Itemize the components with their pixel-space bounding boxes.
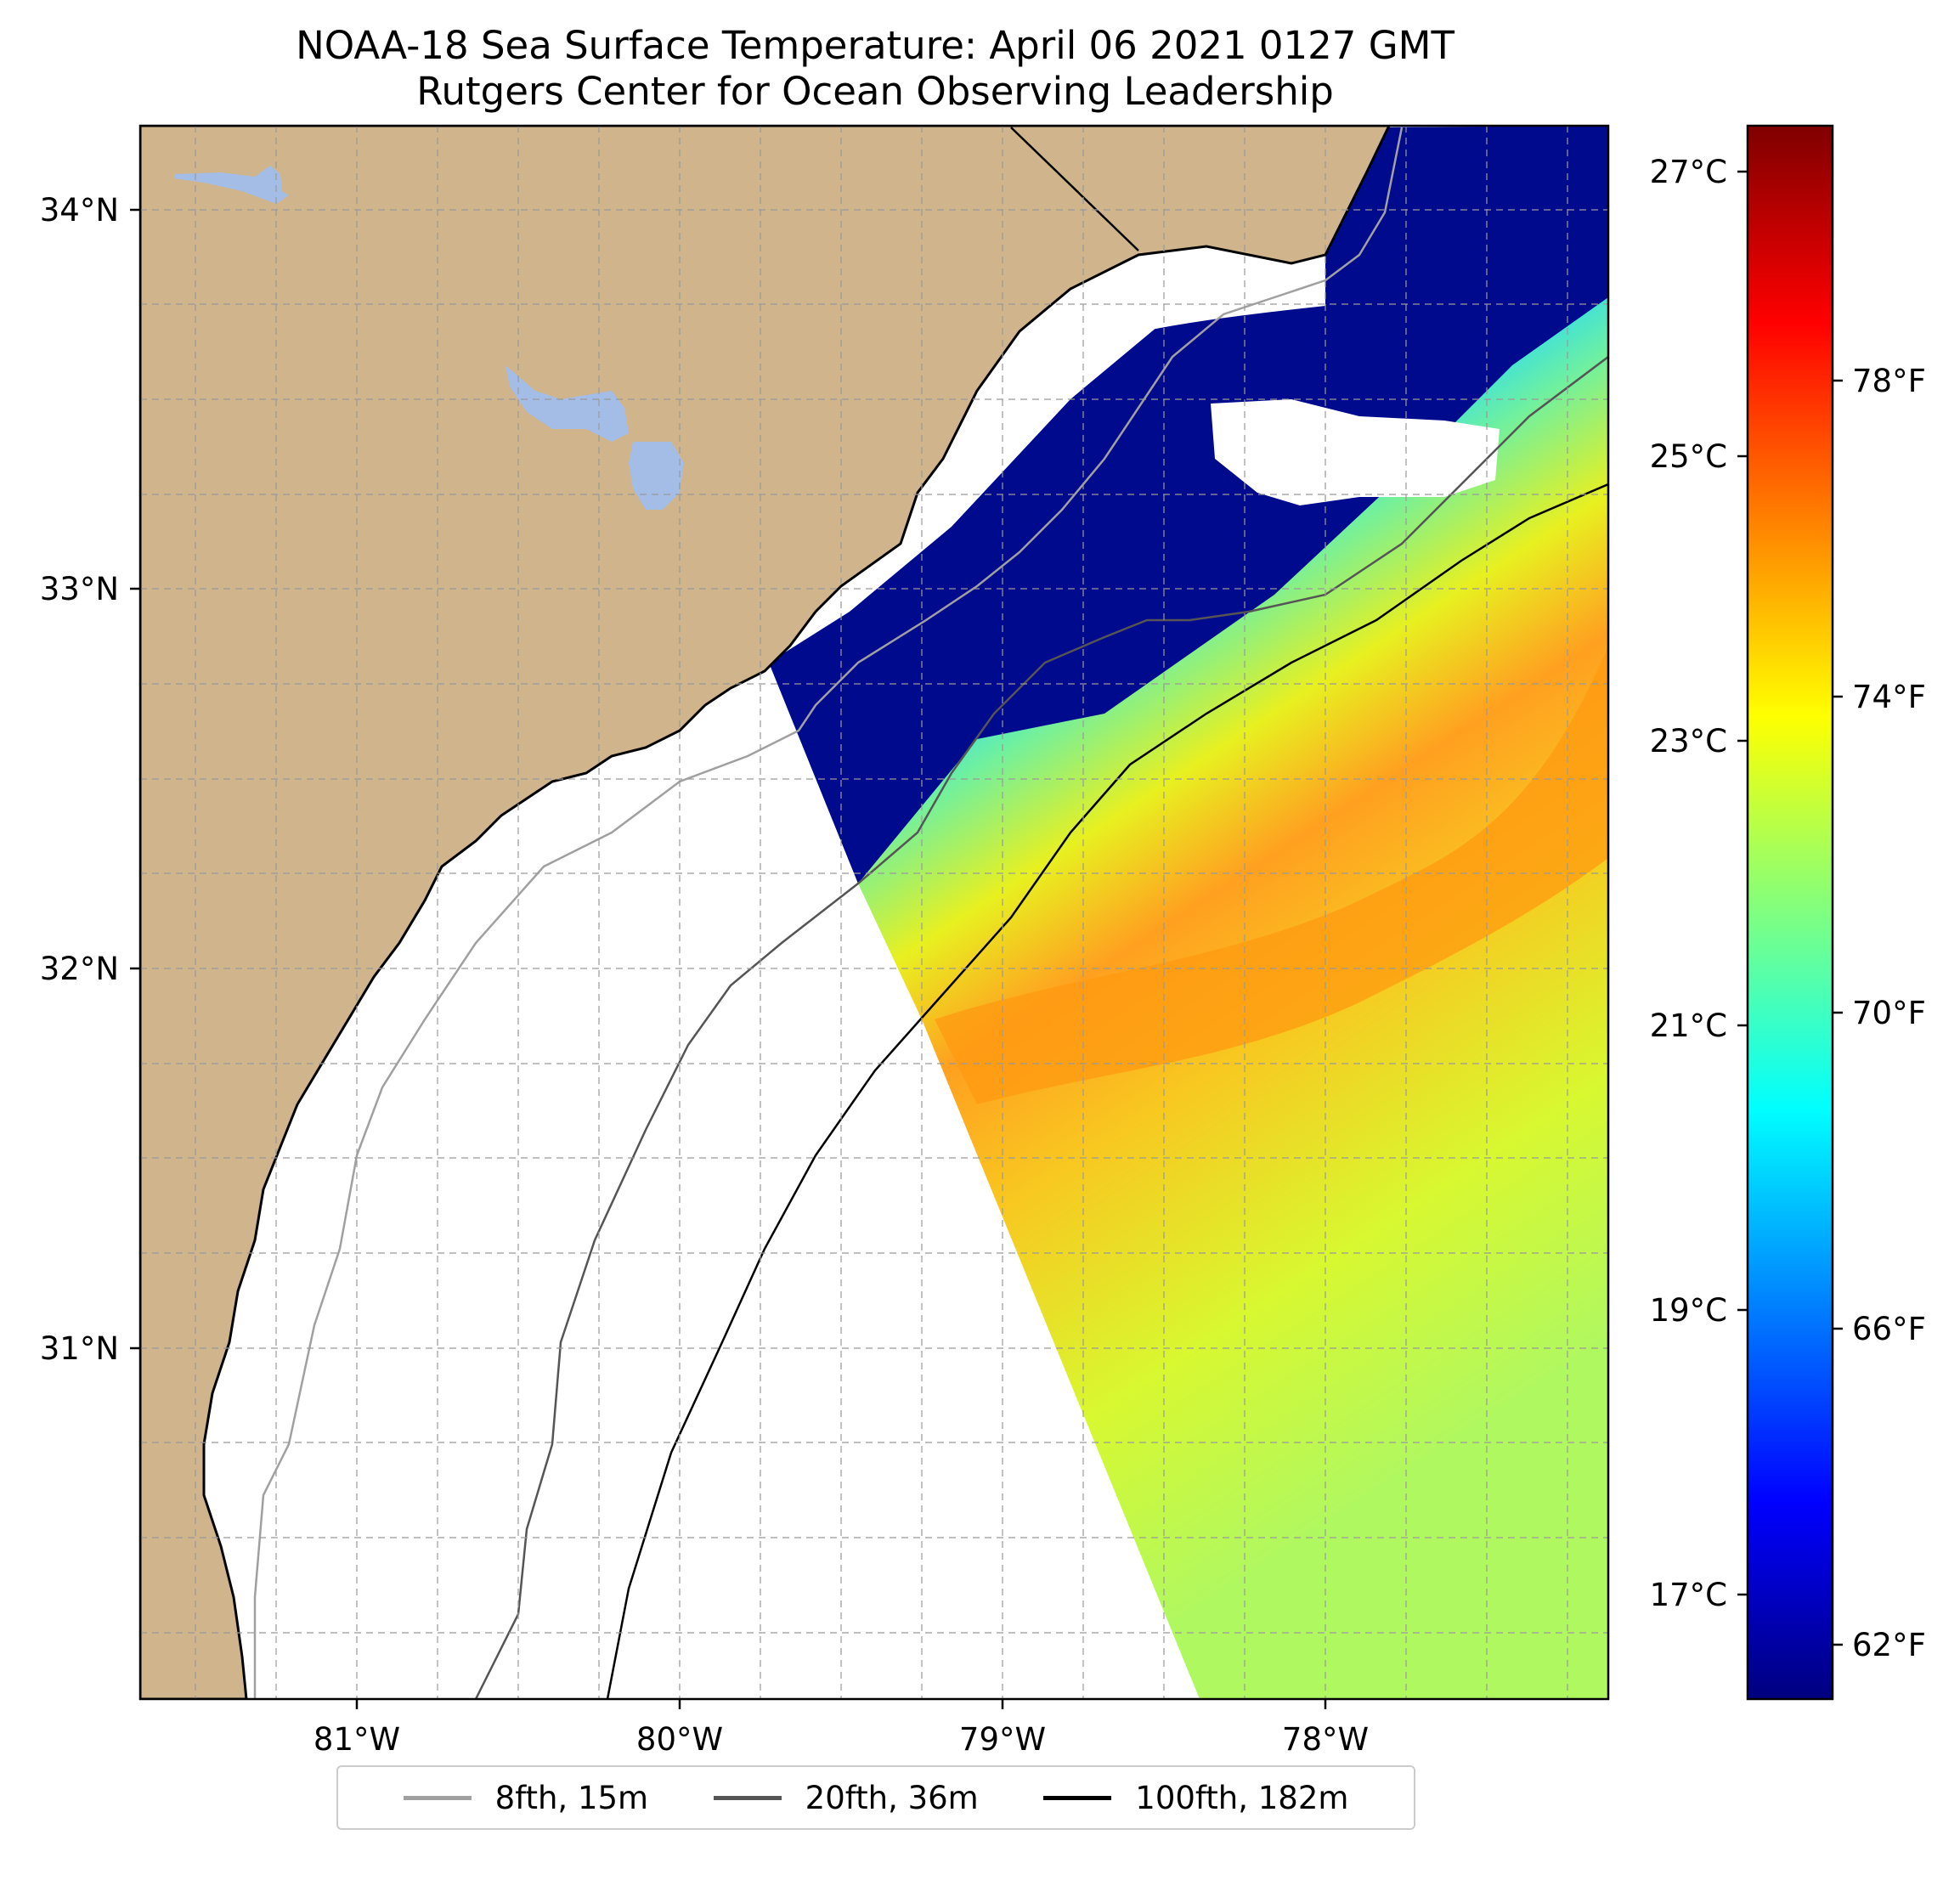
isobath-20fth — [474, 356, 1608, 1699]
lake-marion — [506, 365, 629, 442]
warm-sst-band — [935, 646, 1608, 1104]
legend-label-100fth: 100fth, 182m — [1135, 1779, 1349, 1816]
legend-swatch-20fth — [713, 1795, 782, 1800]
isobath-100fth — [606, 483, 1608, 1699]
legend-item-100fth: 100fth, 182m — [1043, 1780, 1348, 1816]
state-border — [1010, 127, 1139, 251]
graticule — [140, 126, 1608, 1699]
lat-label-34n: 34°N — [40, 192, 119, 229]
celsius-tick-25: 25°C — [1650, 438, 1727, 475]
legend-item-8fth: 8fth, 15m — [403, 1779, 649, 1816]
legend-label-8fth: 8fth, 15m — [494, 1779, 649, 1816]
celsius-tick-19: 19°C — [1650, 1292, 1727, 1329]
map-frame — [138, 124, 1610, 1701]
map-title: NOAA-18 Sea Surface Temperature: April 0… — [296, 23, 1454, 68]
lake-moultrie — [629, 442, 684, 510]
legend-label-20fth: 20fth, 36m — [805, 1779, 979, 1816]
isobath-legend: 8fth, 15m 20fth, 36m 100fth, 182m — [336, 1765, 1415, 1830]
lon-label-81w: 81°W — [313, 1721, 400, 1758]
fahrenheit-ticks — [1833, 379, 1843, 1646]
celsius-tick-27: 27°C — [1650, 154, 1727, 190]
legend-swatch-8fth — [403, 1795, 472, 1800]
lon-label-80w: 80°W — [636, 1721, 723, 1758]
colorbar — [1746, 124, 1834, 1701]
cloud-gap-1 — [1211, 399, 1500, 505]
legend-item-20fth: 20fth, 36m — [713, 1779, 979, 1816]
cloud-gap-nearshore — [943, 229, 1325, 391]
celsius-tick-23: 23°C — [1650, 723, 1727, 759]
cold-coastal-water — [769, 126, 1608, 884]
lake-north — [174, 166, 289, 204]
lon-label-79w: 79°W — [959, 1721, 1046, 1758]
lat-label-31n: 31°N — [40, 1330, 119, 1367]
isobath-8fth — [253, 127, 1404, 1699]
fahrenheit-tick-70: 70°F — [1852, 995, 1926, 1031]
fahrenheit-tick-66: 66°F — [1852, 1311, 1926, 1347]
fahrenheit-tick-74: 74°F — [1852, 679, 1926, 715]
lat-label-33n: 33°N — [40, 571, 119, 607]
lat-label-32n: 32°N — [40, 951, 119, 987]
fahrenheit-tick-78: 78°F — [1852, 363, 1926, 399]
fahrenheit-tick-62: 62°F — [1852, 1627, 1926, 1663]
map-subtitle: Rutgers Center for Ocean Observing Leade… — [416, 69, 1334, 114]
celsius-ticks — [1737, 170, 1748, 1596]
celsius-tick-21: 21°C — [1650, 1008, 1727, 1044]
legend-swatch-100fth — [1043, 1795, 1112, 1800]
celsius-tick-17: 17°C — [1650, 1577, 1727, 1613]
lon-label-78w: 78°W — [1282, 1721, 1369, 1758]
axis-ticks — [130, 208, 1327, 1709]
land-mass — [140, 126, 1391, 1699]
